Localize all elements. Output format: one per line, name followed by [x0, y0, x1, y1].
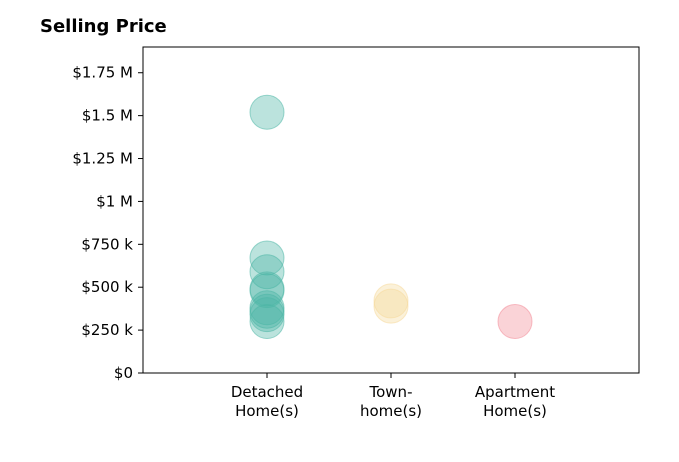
plot-frame [142, 46, 640, 374]
data-point [373, 283, 409, 319]
x-tick-label: home(s) [360, 402, 422, 420]
y-tick-label: $750 k [81, 235, 133, 253]
data-point [249, 94, 285, 130]
x-tick-label: Home(s) [235, 402, 299, 420]
x-tick-label: Home(s) [483, 402, 547, 420]
data-point [497, 304, 533, 340]
data-points [249, 94, 533, 340]
data-point [249, 304, 285, 340]
x-axis: DetachedHome(s)Town-home(s)ApartmentHome… [231, 373, 555, 420]
data-point [249, 240, 285, 276]
y-axis: $0 $250 k $500 k $750 k $1 M $1.25 M $1.5 M $1.… [72, 64, 143, 382]
y-tick-label: $1 M [96, 192, 133, 210]
data-point [249, 297, 285, 333]
x-tick-label: Detached [231, 383, 303, 401]
x-tick-label: Town- [369, 383, 413, 401]
y-tick-label: $500 k [81, 278, 133, 296]
data-point [373, 288, 409, 324]
y-tick-label: $1.25 M [72, 150, 133, 168]
y-tick-label: $0 [114, 364, 133, 382]
y-tick-label: $250 k [81, 321, 133, 339]
y-tick-label: $1.75 M [72, 64, 133, 82]
y-tick-label: $1.5 M [82, 107, 133, 125]
chart-title: Selling Price [40, 16, 167, 37]
x-tick-label: Apartment [475, 383, 555, 401]
